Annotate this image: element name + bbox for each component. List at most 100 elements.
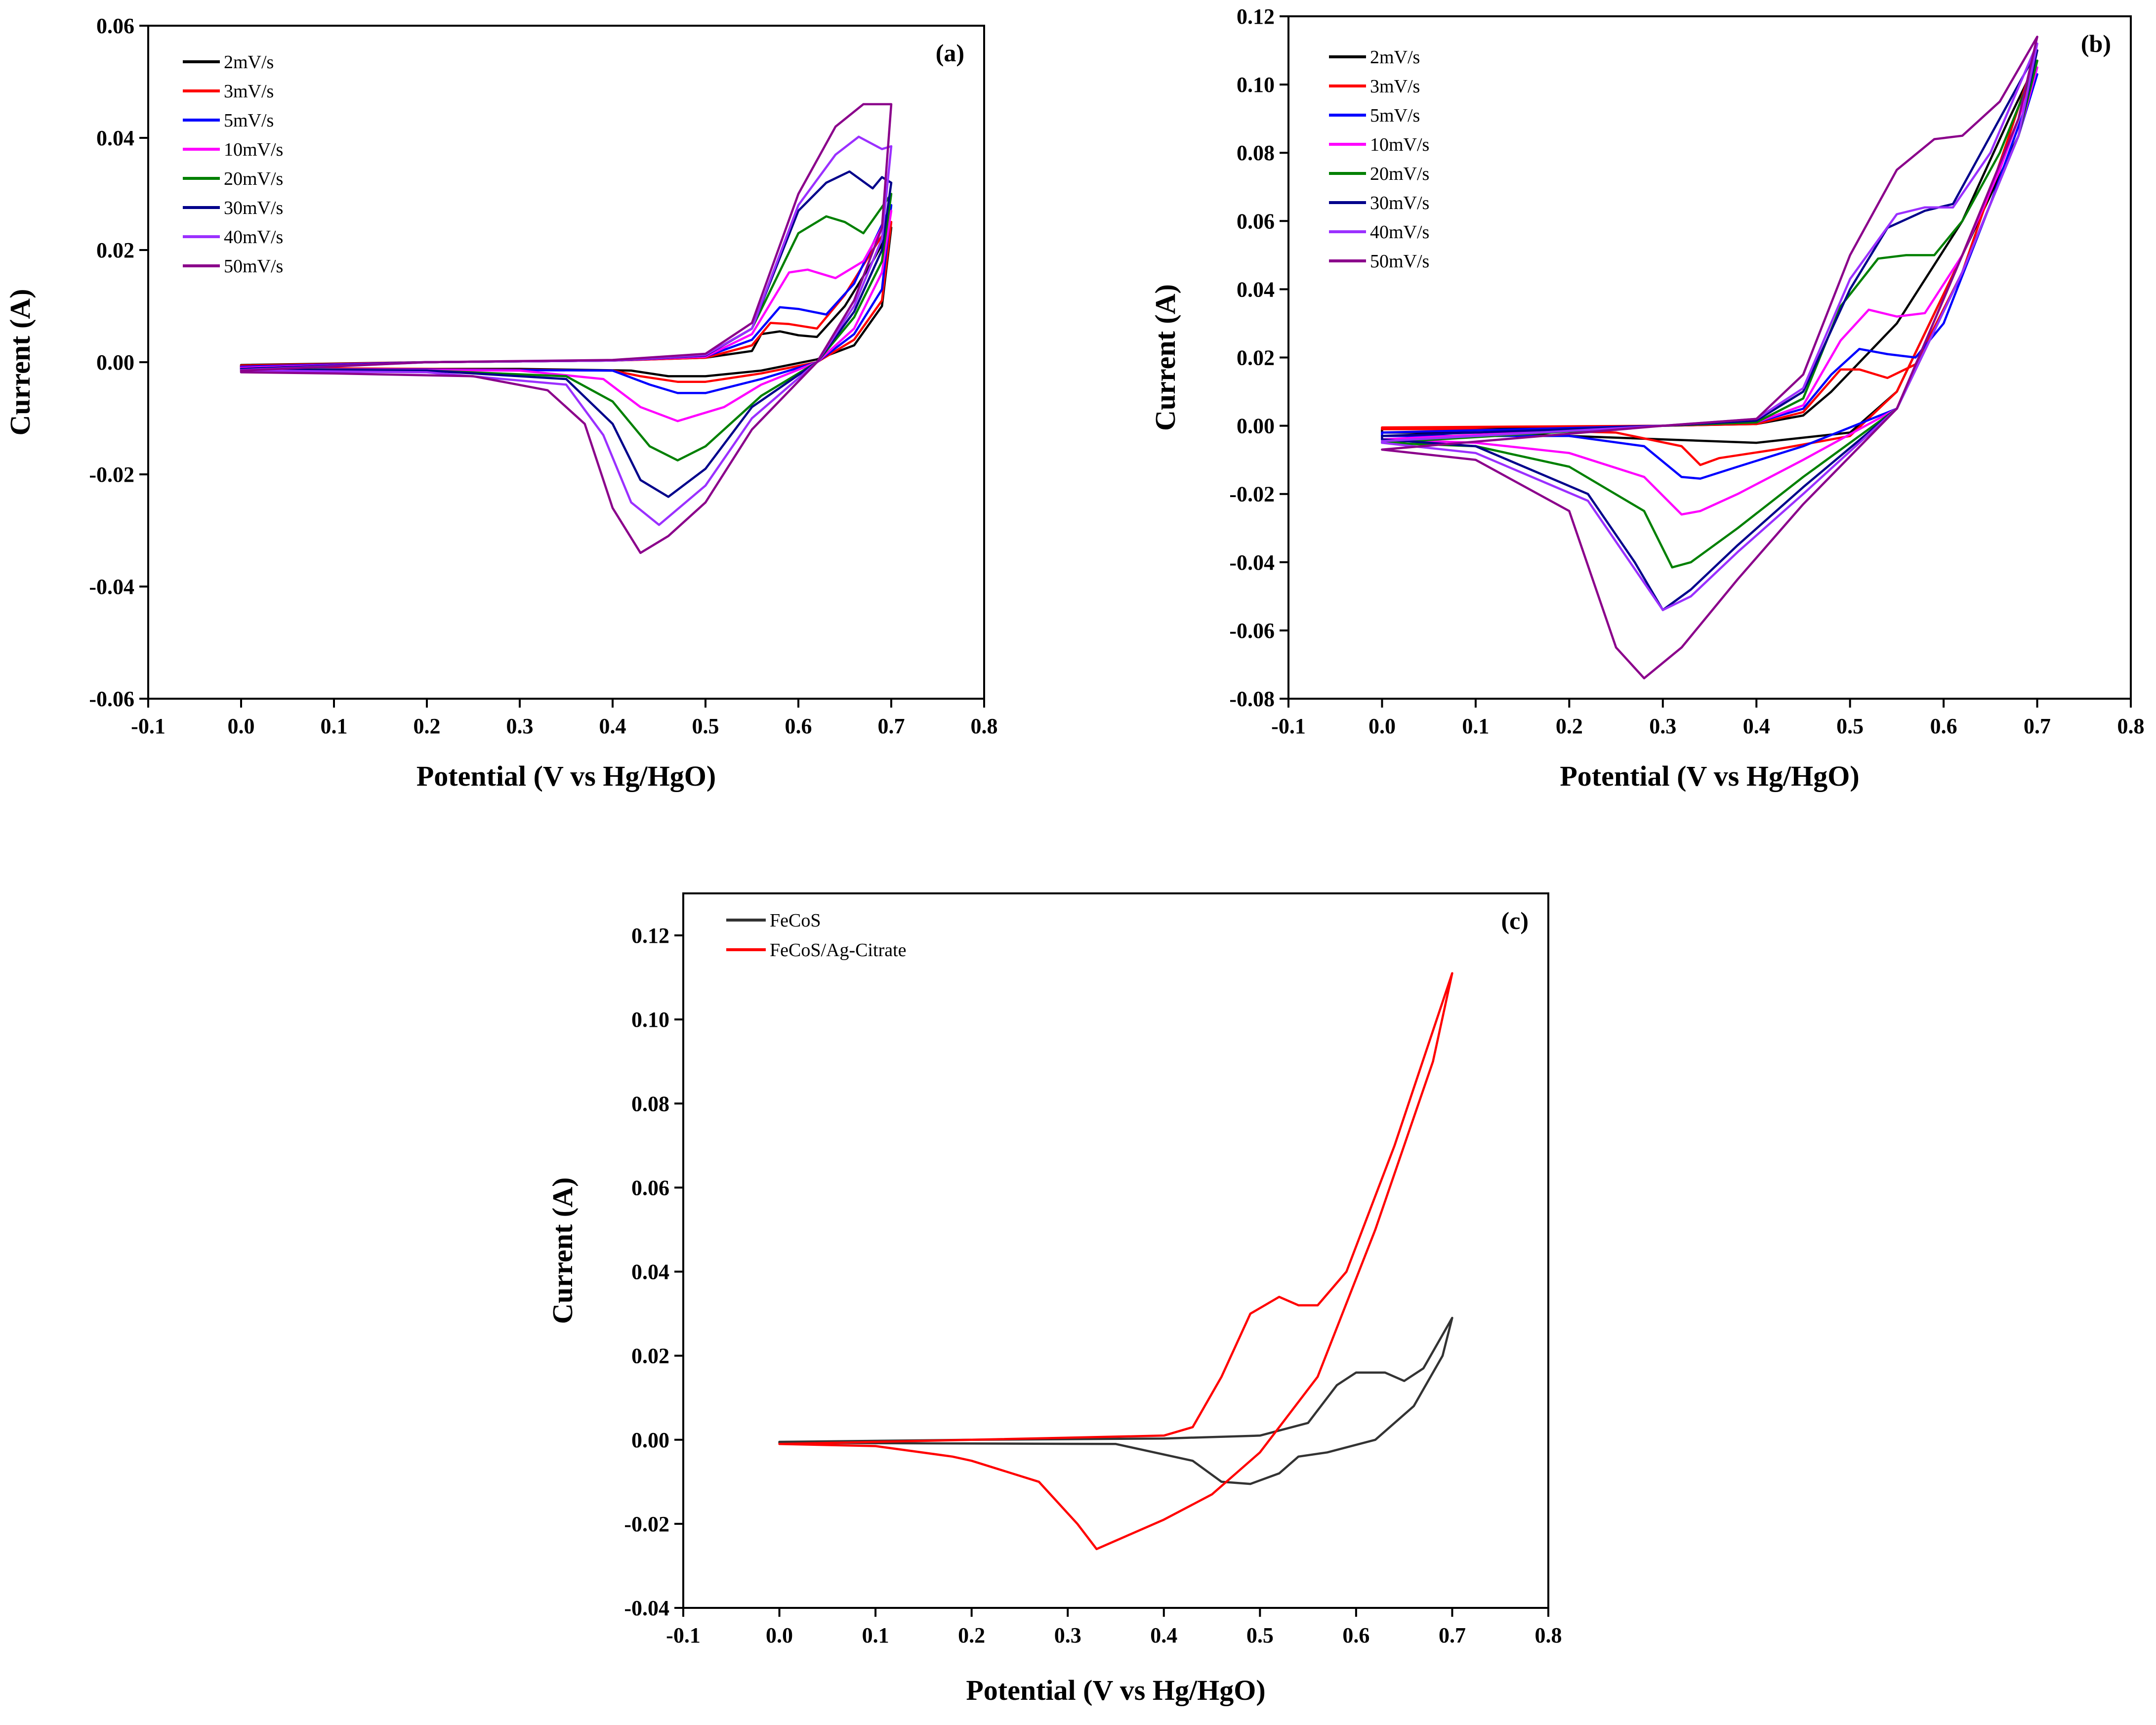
panel-label: (a)	[936, 39, 964, 67]
x-tick-label: 0.3	[1649, 714, 1676, 738]
series-line-2mv-s	[240, 226, 893, 378]
series-line-3mv-s	[240, 221, 893, 383]
x-tick-label: 0.0	[766, 1623, 793, 1647]
x-tick-label: 0.6	[1342, 1623, 1369, 1647]
x-tick-label: 0.4	[599, 714, 626, 738]
y-tick-label: -0.02	[89, 463, 134, 487]
legend-label: 20mV/s	[224, 168, 283, 189]
y-tick-label: 0.10	[631, 1008, 669, 1032]
y-tick-label: 0.12	[631, 924, 669, 948]
series-line-40mv-s	[240, 135, 893, 526]
legend-label: 2mV/s	[1370, 47, 1420, 68]
y-tick-label: 0.00	[1237, 414, 1275, 438]
y-tick-label: 0.00	[96, 350, 134, 375]
y-axis-title: Current (A)	[546, 1178, 579, 1324]
x-tick-label: 0.0	[228, 714, 255, 738]
legend-label: 3mV/s	[224, 81, 274, 102]
series-line-2mv-s	[1381, 59, 2038, 444]
legend-label: 20mV/s	[1370, 164, 1429, 184]
legend-label: 30mV/s	[1370, 193, 1429, 213]
x-axis-title: Potential (V vs Hg/HgO)	[966, 1674, 1265, 1706]
y-tick-label: 0.04	[631, 1260, 669, 1284]
legend-label: 3mV/s	[1370, 76, 1420, 97]
y-tick-label: 0.08	[631, 1092, 669, 1116]
y-tick-label: -0.02	[1229, 482, 1275, 506]
y-tick-label: 0.06	[1237, 209, 1275, 233]
x-tick-label: 0.8	[2117, 714, 2145, 738]
x-tick-label: 0.5	[1836, 714, 1864, 738]
y-tick-label: 0.08	[1237, 141, 1275, 165]
chart-panel-0: -0.1 0.0 0.1 0.2 0.3 0.4 0.5 0.6 0.7 0.8 -0.06 -0.0…	[4, 14, 998, 792]
series-line-10mv-s	[240, 210, 893, 422]
plot-frame	[682, 892, 1549, 1609]
x-tick-label: 0.1	[321, 714, 348, 738]
series-line-5mv-s	[1381, 73, 2038, 480]
legend-label: 40mV/s	[1370, 222, 1429, 243]
series-line-20mv-s	[240, 193, 893, 462]
y-tick-label: 0.10	[1237, 73, 1275, 97]
legend-label: 10mV/s	[1370, 134, 1429, 155]
legend-label: FeCoS	[770, 910, 821, 931]
x-tick-label: -0.1	[666, 1623, 701, 1647]
y-tick-label: 0.02	[1237, 346, 1275, 370]
chart-panel-1: -0.1 0.0 0.1 0.2 0.3 0.4 0.5 0.6 0.7 0.8 -0.08 -0.0…	[1149, 4, 2145, 792]
legend-label: 5mV/s	[224, 110, 274, 131]
series-line-20mv-s	[1381, 59, 2038, 569]
chart-panel-2: -0.1 0.0 0.1 0.2 0.3 0.4 0.5 0.6 0.7 0.8 -0.04 -0.0…	[546, 892, 1562, 1706]
y-tick-label: -0.06	[89, 687, 134, 711]
y-tick-label: -0.04	[624, 1596, 669, 1620]
x-tick-label: 0.8	[1535, 1623, 1562, 1647]
series-line-40mv-s	[1381, 42, 2038, 611]
legend-label: 40mV/s	[224, 227, 283, 248]
x-axis-title: Potential (V vs Hg/HgO)	[1560, 760, 1859, 792]
legend-label: FeCoS/Ag-Citrate	[770, 940, 907, 961]
x-tick-label: 0.5	[692, 714, 719, 738]
y-tick-label: 0.06	[631, 1176, 669, 1200]
y-tick-label: -0.04	[89, 575, 134, 599]
y-tick-label: 0.02	[96, 238, 134, 262]
y-tick-label: 0.04	[96, 126, 134, 150]
x-axis-title: Potential (V vs Hg/HgO)	[416, 760, 716, 792]
x-tick-label: -0.1	[131, 714, 166, 738]
x-tick-label: -0.1	[1271, 714, 1306, 738]
y-axis-title: Current (A)	[1149, 284, 1181, 431]
x-tick-label: 0.3	[506, 714, 534, 738]
x-tick-label: 0.5	[1246, 1623, 1274, 1647]
x-tick-label: 0.0	[1368, 714, 1396, 738]
x-tick-label: 0.3	[1054, 1623, 1081, 1647]
x-tick-label: 0.6	[785, 714, 812, 738]
x-tick-label: 0.7	[878, 714, 905, 738]
legend-label: 5mV/s	[1370, 105, 1420, 126]
y-tick-label: 0.06	[96, 14, 134, 38]
legend-label: 10mV/s	[224, 139, 283, 160]
x-tick-label: 0.4	[1743, 714, 1770, 738]
x-tick-label: 0.2	[958, 1623, 985, 1647]
legend-label: 50mV/s	[1370, 251, 1429, 272]
x-tick-label: 0.8	[971, 714, 998, 738]
panel-label: (b)	[2081, 30, 2111, 57]
legend-label: 30mV/s	[224, 198, 283, 218]
legend-label: 50mV/s	[224, 256, 283, 277]
legend-label: 2mV/s	[224, 52, 274, 73]
y-tick-label: -0.06	[1229, 619, 1275, 643]
y-tick-label: 0.00	[631, 1428, 669, 1452]
y-tick-label: 0.12	[1237, 4, 1275, 29]
series-line-50mv-s	[240, 103, 893, 554]
y-axis-title: Current (A)	[4, 289, 36, 436]
series-line-5mv-s	[240, 204, 893, 394]
series-line-fecos-ag-citrate	[778, 972, 1453, 1551]
x-tick-label: 0.1	[862, 1623, 889, 1647]
series-line-50mv-s	[1381, 36, 2038, 679]
y-tick-label: -0.04	[1229, 550, 1275, 575]
x-tick-label: 0.6	[1930, 714, 1957, 738]
x-tick-label: 0.2	[1556, 714, 1583, 738]
x-tick-label: 0.4	[1150, 1623, 1177, 1647]
y-tick-label: 0.02	[631, 1344, 669, 1368]
y-tick-label: 0.04	[1237, 277, 1275, 301]
x-tick-label: 0.7	[2024, 714, 2051, 738]
y-tick-label: -0.02	[624, 1512, 669, 1536]
x-tick-label: 0.2	[414, 714, 441, 738]
panel-label: (c)	[1501, 907, 1529, 934]
x-tick-label: 0.1	[1462, 714, 1489, 738]
